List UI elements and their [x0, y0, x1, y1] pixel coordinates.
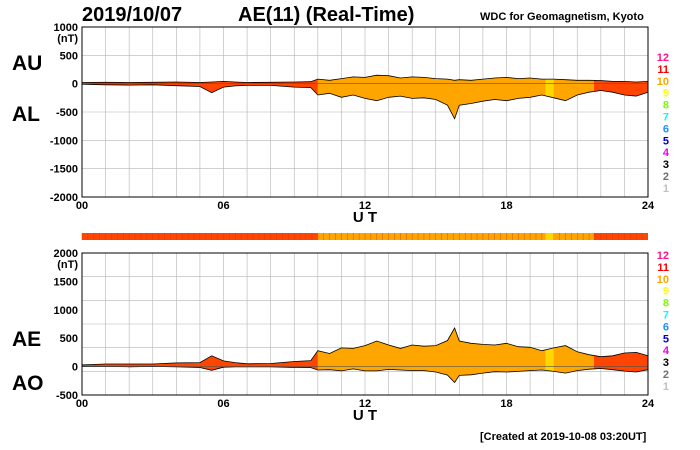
legend-station-count: 3 [663, 357, 669, 369]
status-strip-segment [317, 233, 594, 240]
legend-station-count: 1 [663, 183, 669, 195]
x-tick-label: 12 [359, 398, 371, 410]
y-axis-unit: (nT) [57, 259, 78, 271]
label-ao: AO [12, 372, 44, 395]
legend-station-count: 8 [663, 298, 669, 310]
legend-station-count: 8 [663, 100, 669, 112]
y-tick-label: 1500 [54, 276, 78, 288]
legend-station-count: 4 [663, 147, 670, 159]
y-tick-label: -500 [56, 390, 78, 402]
legend-station-count: 9 [663, 88, 669, 100]
series-line-au [81, 74, 649, 83]
legend-station-count: 10 [657, 76, 669, 88]
legend-station-count: 11 [657, 64, 669, 76]
legend-station-count: 6 [663, 123, 669, 135]
series-line-al [81, 83, 649, 120]
plot-title: AE(11) (Real-Time) [238, 4, 415, 26]
created-timestamp: [Created at 2019-10-08 03:20UT] [480, 431, 647, 443]
label-ae: AE [12, 328, 42, 351]
status-strip-segment [593, 233, 648, 240]
x-tick-label: 06 [217, 398, 229, 410]
y-axis-unit: (nT) [57, 33, 78, 45]
area-fill-highlight [545, 328, 554, 383]
label-al: AL [12, 103, 40, 126]
plot-date: 2019/10/07 [82, 4, 183, 26]
x-tick-label: 12 [359, 200, 371, 212]
x-tick-label: 00 [76, 398, 88, 410]
y-tick-label: -1500 [50, 164, 78, 176]
legend-station-count: 12 [657, 250, 669, 262]
y-tick-label: 500 [60, 50, 78, 62]
legend-station-count: 6 [663, 321, 669, 333]
x-tick-label: 24 [642, 200, 655, 212]
y-tick-label: 0 [72, 79, 78, 91]
grid-lines [82, 27, 648, 197]
y-tick-label: 1000 [54, 305, 78, 317]
legend-station-count: 2 [663, 369, 669, 381]
y-tick-label: 500 [60, 333, 78, 345]
legend-station-count: 9 [663, 286, 669, 298]
legend-station-count: 5 [663, 135, 669, 147]
y-tick-label: 1000 [54, 22, 78, 34]
series-line-ae [81, 327, 649, 366]
y-tick-label: -500 [56, 107, 78, 119]
legend-station-count: 11 [657, 262, 669, 274]
series-line-ao [81, 365, 649, 384]
y-tick-label: -1000 [50, 135, 78, 147]
plot-frame [81, 252, 649, 396]
x-axis-label: U T [353, 407, 377, 424]
legend-station-count: 5 [663, 333, 669, 345]
legend-station-count: 10 [657, 274, 669, 286]
legend-station-count: 7 [663, 112, 669, 124]
grid-lines [82, 253, 648, 395]
status-strip-ticks [81, 233, 643, 240]
x-tick-label: 18 [500, 200, 512, 212]
legend-station-count: 1 [663, 381, 669, 393]
label-au: AU [12, 52, 43, 75]
x-tick-label: 24 [642, 398, 655, 410]
legend-station-count: 3 [663, 159, 669, 171]
y-tick-label: 0 [72, 362, 78, 374]
x-tick-label: 18 [500, 398, 512, 410]
data-source: WDC for Geomagnetism, Kyoto [480, 11, 644, 23]
plot-frame [81, 26, 649, 198]
x-tick-label: 06 [217, 200, 229, 212]
y-tick-label: 2000 [54, 248, 78, 260]
legend-station-count: 4 [663, 345, 670, 357]
y-tick-label: -2000 [50, 192, 78, 204]
legend-station-count: 7 [663, 310, 669, 322]
x-tick-label: 00 [76, 200, 88, 212]
x-axis-label: U T [353, 209, 377, 226]
legend-station-count: 2 [663, 171, 669, 183]
legend-station-count: 12 [657, 52, 669, 64]
status-strip-highlight [545, 233, 554, 240]
